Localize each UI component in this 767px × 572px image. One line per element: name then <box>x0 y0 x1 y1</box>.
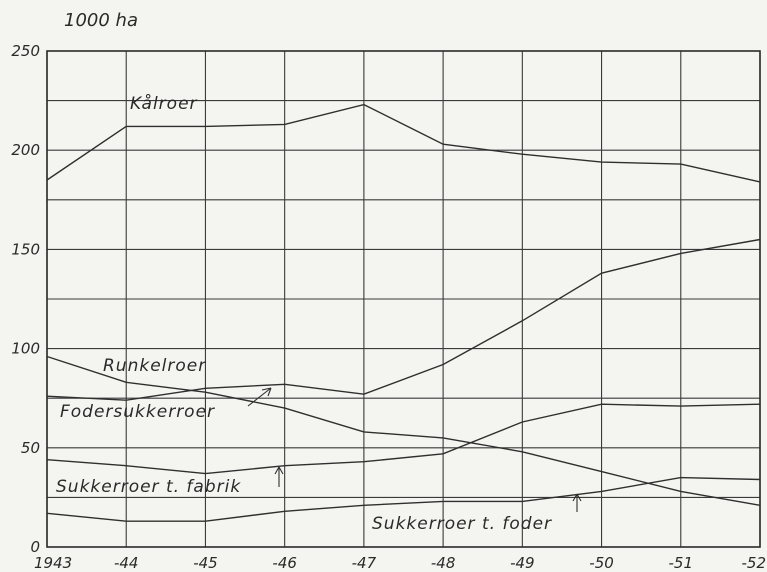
y-tick-label: 50 <box>21 439 40 457</box>
x-tick-label: -45 <box>193 554 218 572</box>
plot-frame <box>46 50 761 548</box>
series-line <box>46 476 761 522</box>
y-tick-label: 250 <box>11 42 40 60</box>
x-tick-label: -48 <box>431 554 456 572</box>
series-label: Runkelroer <box>103 356 206 376</box>
x-tick-label: -47 <box>352 554 377 572</box>
series-label: Sukkerroer t. fabrik <box>56 477 241 497</box>
y-axis-unit-label: 1000 ha <box>64 10 138 31</box>
x-axis-ticks: 1943 -44 -45 -46 -47 -48 -49 -50 -51 -52 <box>34 554 766 572</box>
y-axis-ticks: 0 50 100 150 200 250 <box>11 42 40 556</box>
x-tick-label: -52 <box>742 554 767 572</box>
x-tick-label: 1943 <box>34 554 72 572</box>
series-labels: Kålroer Runkelroer Fodersukkerroer Sukkerro… <box>56 93 582 534</box>
pointer-arrow <box>274 466 284 487</box>
series-line <box>46 403 761 475</box>
x-tick-label: -50 <box>589 554 614 572</box>
x-tick-label: -49 <box>510 554 535 572</box>
x-tick-label: -51 <box>669 554 694 572</box>
y-tick-label: 100 <box>11 340 40 358</box>
series-label: Sukkerroer t. foder <box>372 514 552 534</box>
y-tick-label: 150 <box>11 240 40 258</box>
series-line <box>46 355 761 506</box>
series-line <box>46 103 761 183</box>
series-label: Kålroer <box>130 93 198 114</box>
grid <box>46 50 761 548</box>
pointer-arrow <box>572 493 582 512</box>
x-tick-label: -46 <box>272 554 297 572</box>
x-tick-label: -44 <box>114 554 139 572</box>
y-tick-label: 0 <box>30 538 40 556</box>
series-label: Fodersukkerroer <box>60 402 215 422</box>
series-lines <box>46 103 761 522</box>
pointer-arrow <box>247 387 272 407</box>
series-line <box>46 238 761 401</box>
y-tick-label: 200 <box>11 141 40 159</box>
